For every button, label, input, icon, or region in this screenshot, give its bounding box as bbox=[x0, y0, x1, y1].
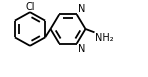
Text: N: N bbox=[78, 44, 85, 54]
Text: NH₂: NH₂ bbox=[95, 33, 114, 43]
Text: N: N bbox=[78, 4, 85, 14]
Text: Cl: Cl bbox=[25, 2, 35, 12]
